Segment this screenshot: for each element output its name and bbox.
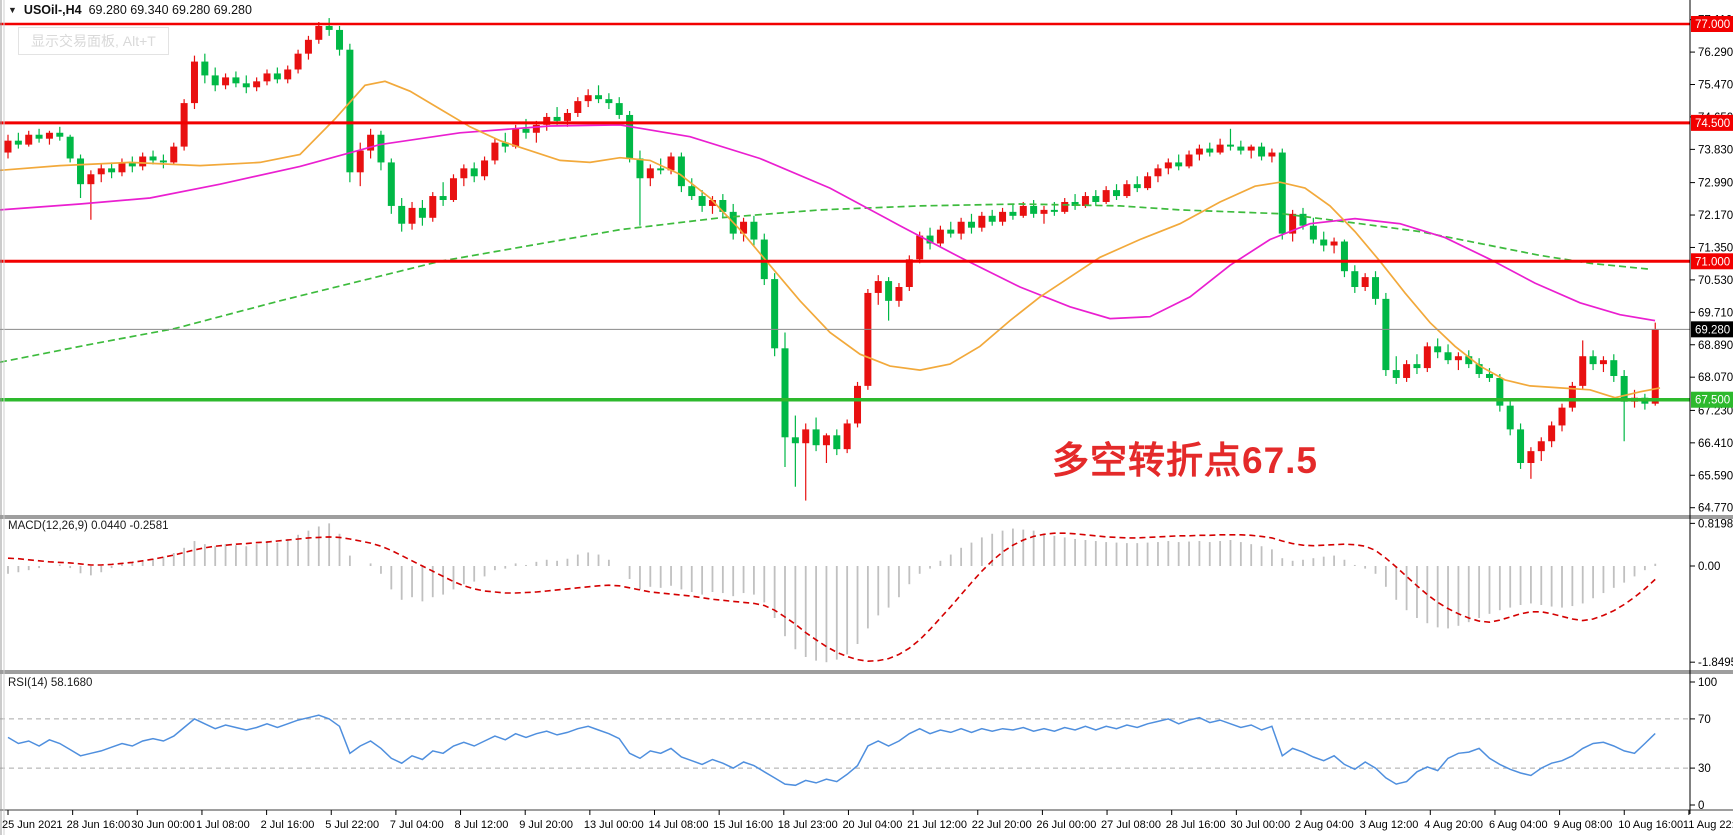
svg-text:1 Jul 08:00: 1 Jul 08:00 [196, 819, 250, 831]
moving-average-lines [0, 80, 1661, 399]
rsi-axis: 100 70 30 0 [1690, 677, 1717, 812]
svg-text:0: 0 [1698, 800, 1704, 812]
svg-text:11 Aug 22:00: 11 Aug 22:00 [1683, 819, 1733, 831]
svg-text:3 Aug 12:00: 3 Aug 12:00 [1360, 819, 1419, 831]
svg-text:13 Jul 00:00: 13 Jul 00:00 [584, 819, 644, 831]
svg-text:6 Aug 04:00: 6 Aug 04:00 [1489, 819, 1548, 831]
svg-text:10 Aug 16:00: 10 Aug 16:00 [1618, 819, 1683, 831]
svg-text:25 Jun 2021: 25 Jun 2021 [2, 819, 63, 831]
macd-panel [7, 523, 1657, 663]
svg-text:74.500: 74.500 [1695, 118, 1730, 130]
ohlc-quote-label: 69.280 69.340 69.280 69.280 [88, 3, 252, 17]
svg-text:22 Jul 20:00: 22 Jul 20:00 [972, 819, 1032, 831]
horizontal-level-lines [0, 22, 1690, 402]
svg-text:26 Jul 00:00: 26 Jul 00:00 [1036, 819, 1096, 831]
svg-text:18 Jul 23:00: 18 Jul 23:00 [778, 819, 838, 831]
svg-text:100: 100 [1698, 677, 1717, 689]
show-trade-panel-button[interactable]: 显示交易面板, Alt+T [18, 27, 169, 55]
svg-text:15 Jul 16:00: 15 Jul 16:00 [713, 819, 773, 831]
macd-main-value: 0.0440 [91, 520, 127, 532]
svg-text:20 Jul 04:00: 20 Jul 04:00 [842, 819, 902, 831]
macd-signal-value: -0.2581 [129, 520, 169, 532]
macd-axis: 0.8198 0.00 -1.8495 [1690, 518, 1733, 669]
svg-text:70.530: 70.530 [1698, 275, 1733, 287]
svg-text:28 Jun 16:00: 28 Jun 16:00 [67, 819, 131, 831]
svg-text:9 Aug 08:00: 9 Aug 08:00 [1554, 819, 1613, 831]
svg-text:28 Jul 16:00: 28 Jul 16:00 [1166, 819, 1226, 831]
svg-text:71.350: 71.350 [1698, 242, 1733, 254]
svg-text:66.410: 66.410 [1698, 438, 1733, 450]
symbol-dropdown-icon[interactable]: ▼ [8, 5, 17, 15]
svg-text:4 Aug 20:00: 4 Aug 20:00 [1424, 819, 1483, 831]
svg-text:30 Jun 00:00: 30 Jun 00:00 [131, 819, 195, 831]
rsi-label: RSI(14) 58.1680 [8, 677, 93, 689]
svg-text:0.8198: 0.8198 [1698, 518, 1733, 530]
svg-text:2 Aug 04:00: 2 Aug 04:00 [1295, 819, 1354, 831]
rsi-value: 58.1680 [50, 677, 93, 689]
svg-text:14 Jul 08:00: 14 Jul 08:00 [649, 819, 709, 831]
candles-layer [4, 18, 1659, 501]
svg-text:64.770: 64.770 [1698, 503, 1733, 515]
svg-text:76.290: 76.290 [1698, 47, 1733, 59]
svg-text:69.710: 69.710 [1698, 307, 1733, 319]
svg-text:70: 70 [1698, 714, 1711, 726]
svg-text:2 Jul 16:00: 2 Jul 16:00 [261, 819, 315, 831]
svg-text:68.070: 68.070 [1698, 372, 1733, 384]
svg-text:72.170: 72.170 [1698, 210, 1733, 222]
macd-label: MACD(12,26,9) 0.0440 -0.2581 [8, 520, 169, 532]
svg-text:75.470: 75.470 [1698, 80, 1733, 92]
svg-text:7 Jul 04:00: 7 Jul 04:00 [390, 819, 444, 831]
svg-text:30 Jul 00:00: 30 Jul 00:00 [1230, 819, 1290, 831]
svg-text:67.230: 67.230 [1698, 405, 1733, 417]
svg-text:9 Jul 20:00: 9 Jul 20:00 [519, 819, 573, 831]
symbol-period-label: USOil-,H4 [23, 3, 82, 17]
price-badges: 77.000 74.500 71.000 69.280 67.500 [1691, 16, 1733, 408]
svg-text:68.890: 68.890 [1698, 340, 1733, 352]
svg-text:67.500: 67.500 [1695, 395, 1730, 407]
time-axis: 25 Jun 2021 28 Jun 16:00 30 Jun 00:00 1 Jul… [2, 810, 1733, 831]
rsi-panel [0, 714, 1690, 787]
svg-text:30: 30 [1698, 763, 1711, 775]
svg-text:65.590: 65.590 [1698, 470, 1733, 482]
svg-text:-1.8495: -1.8495 [1698, 657, 1733, 669]
pivot-annotation-text: 多空转折点67.5 [1052, 440, 1319, 481]
svg-text:0.00: 0.00 [1698, 561, 1720, 573]
price-axis: 77.11076.29075.47074.65073.83072.99072.1… [1690, 15, 1733, 515]
chart-header: ▼ USOil-,H4 69.280 69.340 69.280 69.280 [8, 3, 252, 17]
svg-text:8 Jul 12:00: 8 Jul 12:00 [455, 819, 509, 831]
svg-text:73.830: 73.830 [1698, 144, 1733, 156]
svg-text:21 Jul 12:00: 21 Jul 12:00 [907, 819, 967, 831]
svg-text:69.280: 69.280 [1695, 324, 1730, 336]
svg-text:71.000: 71.000 [1695, 256, 1730, 268]
svg-text:77.000: 77.000 [1695, 19, 1730, 31]
svg-text:27 Jul 08:00: 27 Jul 08:00 [1101, 819, 1161, 831]
svg-text:5 Jul 22:00: 5 Jul 22:00 [325, 819, 379, 831]
svg-text:72.990: 72.990 [1698, 178, 1733, 190]
